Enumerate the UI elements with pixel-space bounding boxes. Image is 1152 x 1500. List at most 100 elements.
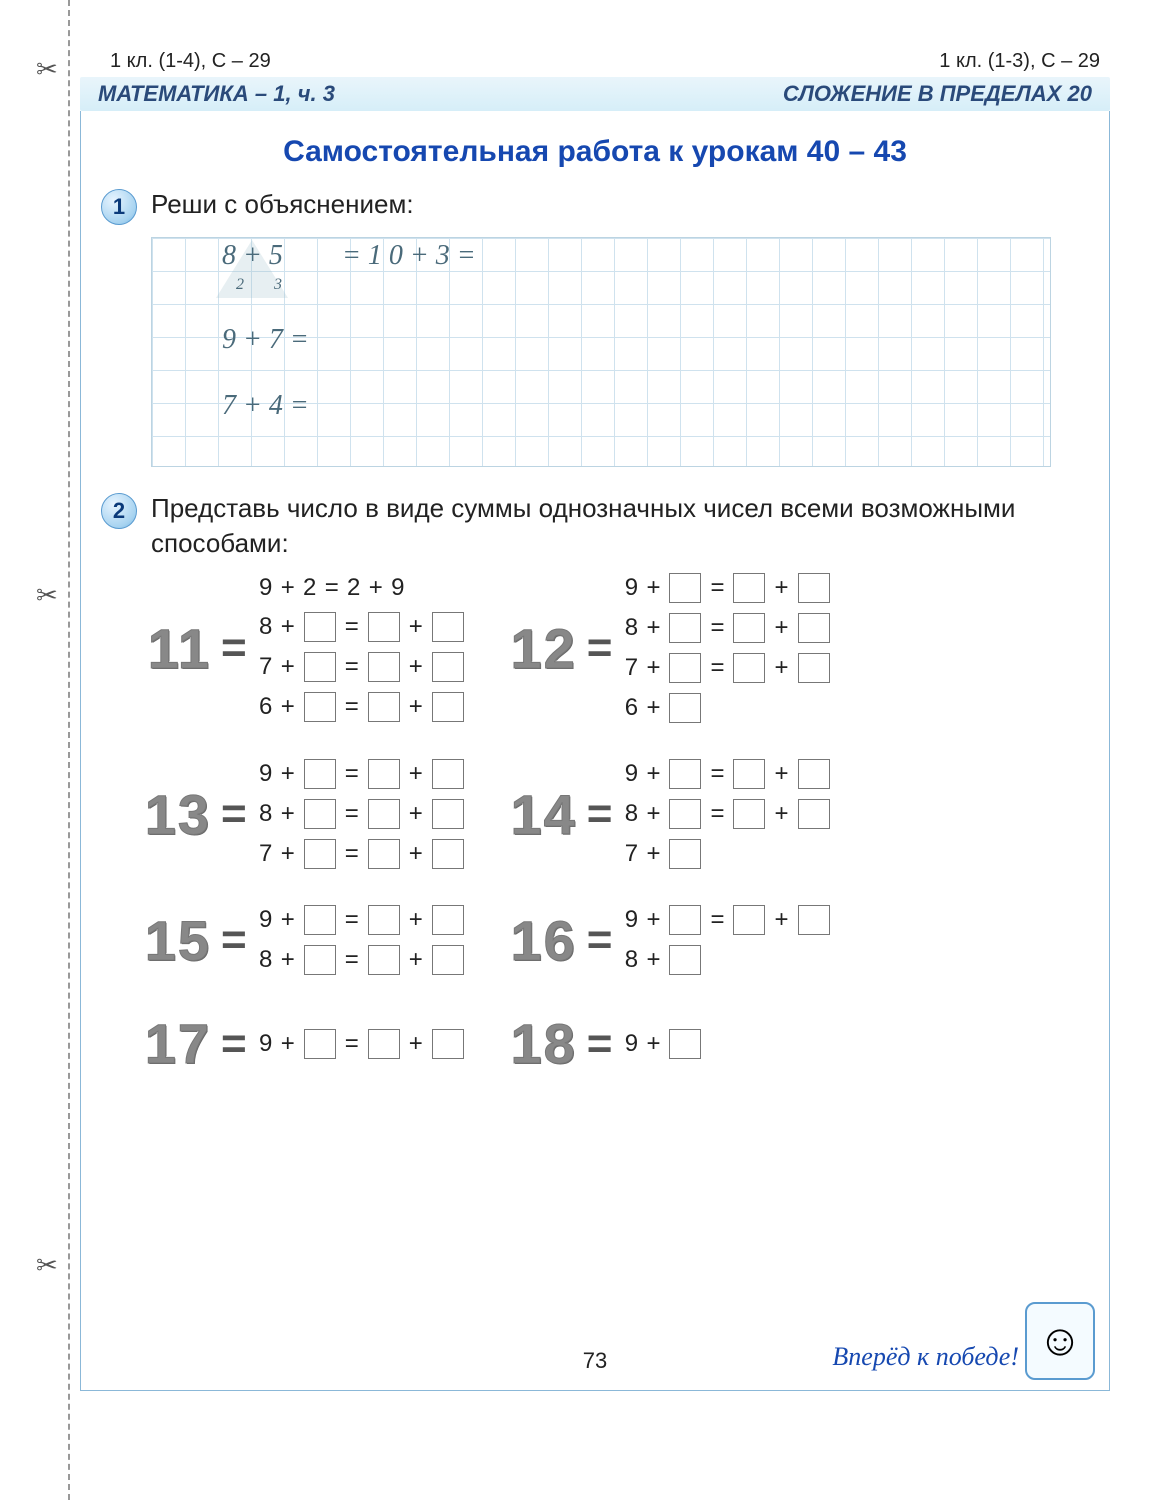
equals-sign: = xyxy=(710,906,724,934)
answer-box[interactable] xyxy=(733,613,765,643)
answer-box[interactable] xyxy=(368,759,400,789)
number-block: 16=9+=+8+ xyxy=(497,905,833,975)
big-number: 14 xyxy=(497,782,577,847)
work-title: Самостоятельная работа к урокам 40 – 43 xyxy=(101,135,1089,169)
plus-sign: + xyxy=(646,800,660,828)
answer-box[interactable] xyxy=(432,612,464,642)
answer-box[interactable] xyxy=(304,799,336,829)
answer-box[interactable] xyxy=(304,1029,336,1059)
answer-box[interactable] xyxy=(304,759,336,789)
answer-box[interactable] xyxy=(368,612,400,642)
digit: 8 xyxy=(257,946,275,974)
header-bar: МАТЕМАТИКА – 1, ч. 3 СЛОЖЕНИЕ В ПРЕДЕЛАХ… xyxy=(80,77,1110,111)
answer-box[interactable] xyxy=(432,799,464,829)
answer-box[interactable] xyxy=(669,613,701,643)
big-number: 15 xyxy=(131,908,211,973)
digit: 9 xyxy=(389,574,407,602)
digit: 8 xyxy=(257,800,275,828)
task-number-badge: 1 xyxy=(101,189,137,225)
digit: 7 xyxy=(622,840,640,868)
scissors-icon: ✂ xyxy=(36,580,58,611)
equals-big: = xyxy=(587,623,613,673)
scissors-icon: ✂ xyxy=(36,1250,58,1281)
plus-sign: + xyxy=(646,654,660,682)
grid-workspace: 8 + 523= 1 0 + 3 =9 + 7 =7 + 4 = xyxy=(151,237,1051,467)
answer-box[interactable] xyxy=(669,653,701,683)
equation-line: 6+=+ xyxy=(257,692,467,722)
equals-big: = xyxy=(587,789,613,839)
digit: 8 xyxy=(622,946,640,974)
answer-box[interactable] xyxy=(368,1029,400,1059)
answer-box[interactable] xyxy=(669,945,701,975)
big-number: 13 xyxy=(131,782,211,847)
plus-sign: + xyxy=(774,614,788,642)
answer-box[interactable] xyxy=(368,799,400,829)
answer-box[interactable] xyxy=(368,945,400,975)
sums-area: 11=9+2=2+98+=+7+=+6+=+12=9+=+8+=+7+=+6+1… xyxy=(131,573,1089,1076)
answer-box[interactable] xyxy=(304,612,336,642)
answer-box[interactable] xyxy=(733,573,765,603)
answer-box[interactable] xyxy=(368,692,400,722)
answer-box[interactable] xyxy=(368,652,400,682)
plus-sign: + xyxy=(646,760,660,788)
answer-box[interactable] xyxy=(432,945,464,975)
equation-line: 8+=+ xyxy=(622,799,832,829)
plus-sign: + xyxy=(281,613,295,641)
equals-sign: = xyxy=(345,1030,359,1058)
plus-sign: + xyxy=(281,800,295,828)
answer-box[interactable] xyxy=(733,905,765,935)
equals-sign: = xyxy=(345,906,359,934)
equals-big: = xyxy=(221,915,247,965)
answer-box[interactable] xyxy=(733,653,765,683)
answer-box[interactable] xyxy=(669,839,701,869)
equation-lines: 9+=+ xyxy=(257,1029,467,1059)
digit: 9 xyxy=(622,760,640,788)
answer-box[interactable] xyxy=(432,692,464,722)
equation-line: 9+ xyxy=(622,1029,704,1059)
equals-sign: = xyxy=(710,800,724,828)
equation-lines: 9+ xyxy=(622,1029,704,1059)
equals-sign: = xyxy=(345,653,359,681)
answer-box[interactable] xyxy=(798,613,830,643)
equation-lines: 9+=+8+ xyxy=(622,905,832,975)
answer-box[interactable] xyxy=(304,692,336,722)
answer-box[interactable] xyxy=(432,759,464,789)
main-frame: Самостоятельная работа к урокам 40 – 43 … xyxy=(80,111,1110,1391)
equals-sign: = xyxy=(710,574,724,602)
equals-sign: = xyxy=(345,760,359,788)
plus-sign: + xyxy=(646,574,660,602)
page-number: 73 xyxy=(583,1348,607,1374)
answer-box[interactable] xyxy=(669,573,701,603)
answer-box[interactable] xyxy=(304,839,336,869)
answer-box[interactable] xyxy=(733,759,765,789)
plus-sign: + xyxy=(646,840,660,868)
answer-box[interactable] xyxy=(304,945,336,975)
block-pair-row: 11=9+2=2+98+=+7+=+6+=+12=9+=+8+=+7+=+6+ xyxy=(131,573,1089,723)
equals-sign: = xyxy=(345,693,359,721)
answer-box[interactable] xyxy=(432,905,464,935)
answer-box[interactable] xyxy=(304,652,336,682)
answer-box[interactable] xyxy=(798,573,830,603)
answer-box[interactable] xyxy=(798,759,830,789)
number-block: 12=9+=+8+=+7+=+6+ xyxy=(497,573,833,723)
answer-box[interactable] xyxy=(432,652,464,682)
answer-box[interactable] xyxy=(432,839,464,869)
answer-box[interactable] xyxy=(669,905,701,935)
equals-sign: = xyxy=(345,613,359,641)
answer-box[interactable] xyxy=(669,693,701,723)
answer-box[interactable] xyxy=(368,839,400,869)
answer-box[interactable] xyxy=(733,799,765,829)
equation-lines: 9+=+8+=+7+=+6+ xyxy=(622,573,832,723)
answer-box[interactable] xyxy=(669,1029,701,1059)
answer-box[interactable] xyxy=(368,905,400,935)
answer-box[interactable] xyxy=(798,905,830,935)
digit: 9 xyxy=(622,906,640,934)
answer-box[interactable] xyxy=(432,1029,464,1059)
digit: 8 xyxy=(257,613,275,641)
block-pair-row: 15=9+=+8+=+16=9+=+8+ xyxy=(131,905,1089,975)
answer-box[interactable] xyxy=(669,799,701,829)
answer-box[interactable] xyxy=(304,905,336,935)
answer-box[interactable] xyxy=(798,653,830,683)
answer-box[interactable] xyxy=(669,759,701,789)
answer-box[interactable] xyxy=(798,799,830,829)
